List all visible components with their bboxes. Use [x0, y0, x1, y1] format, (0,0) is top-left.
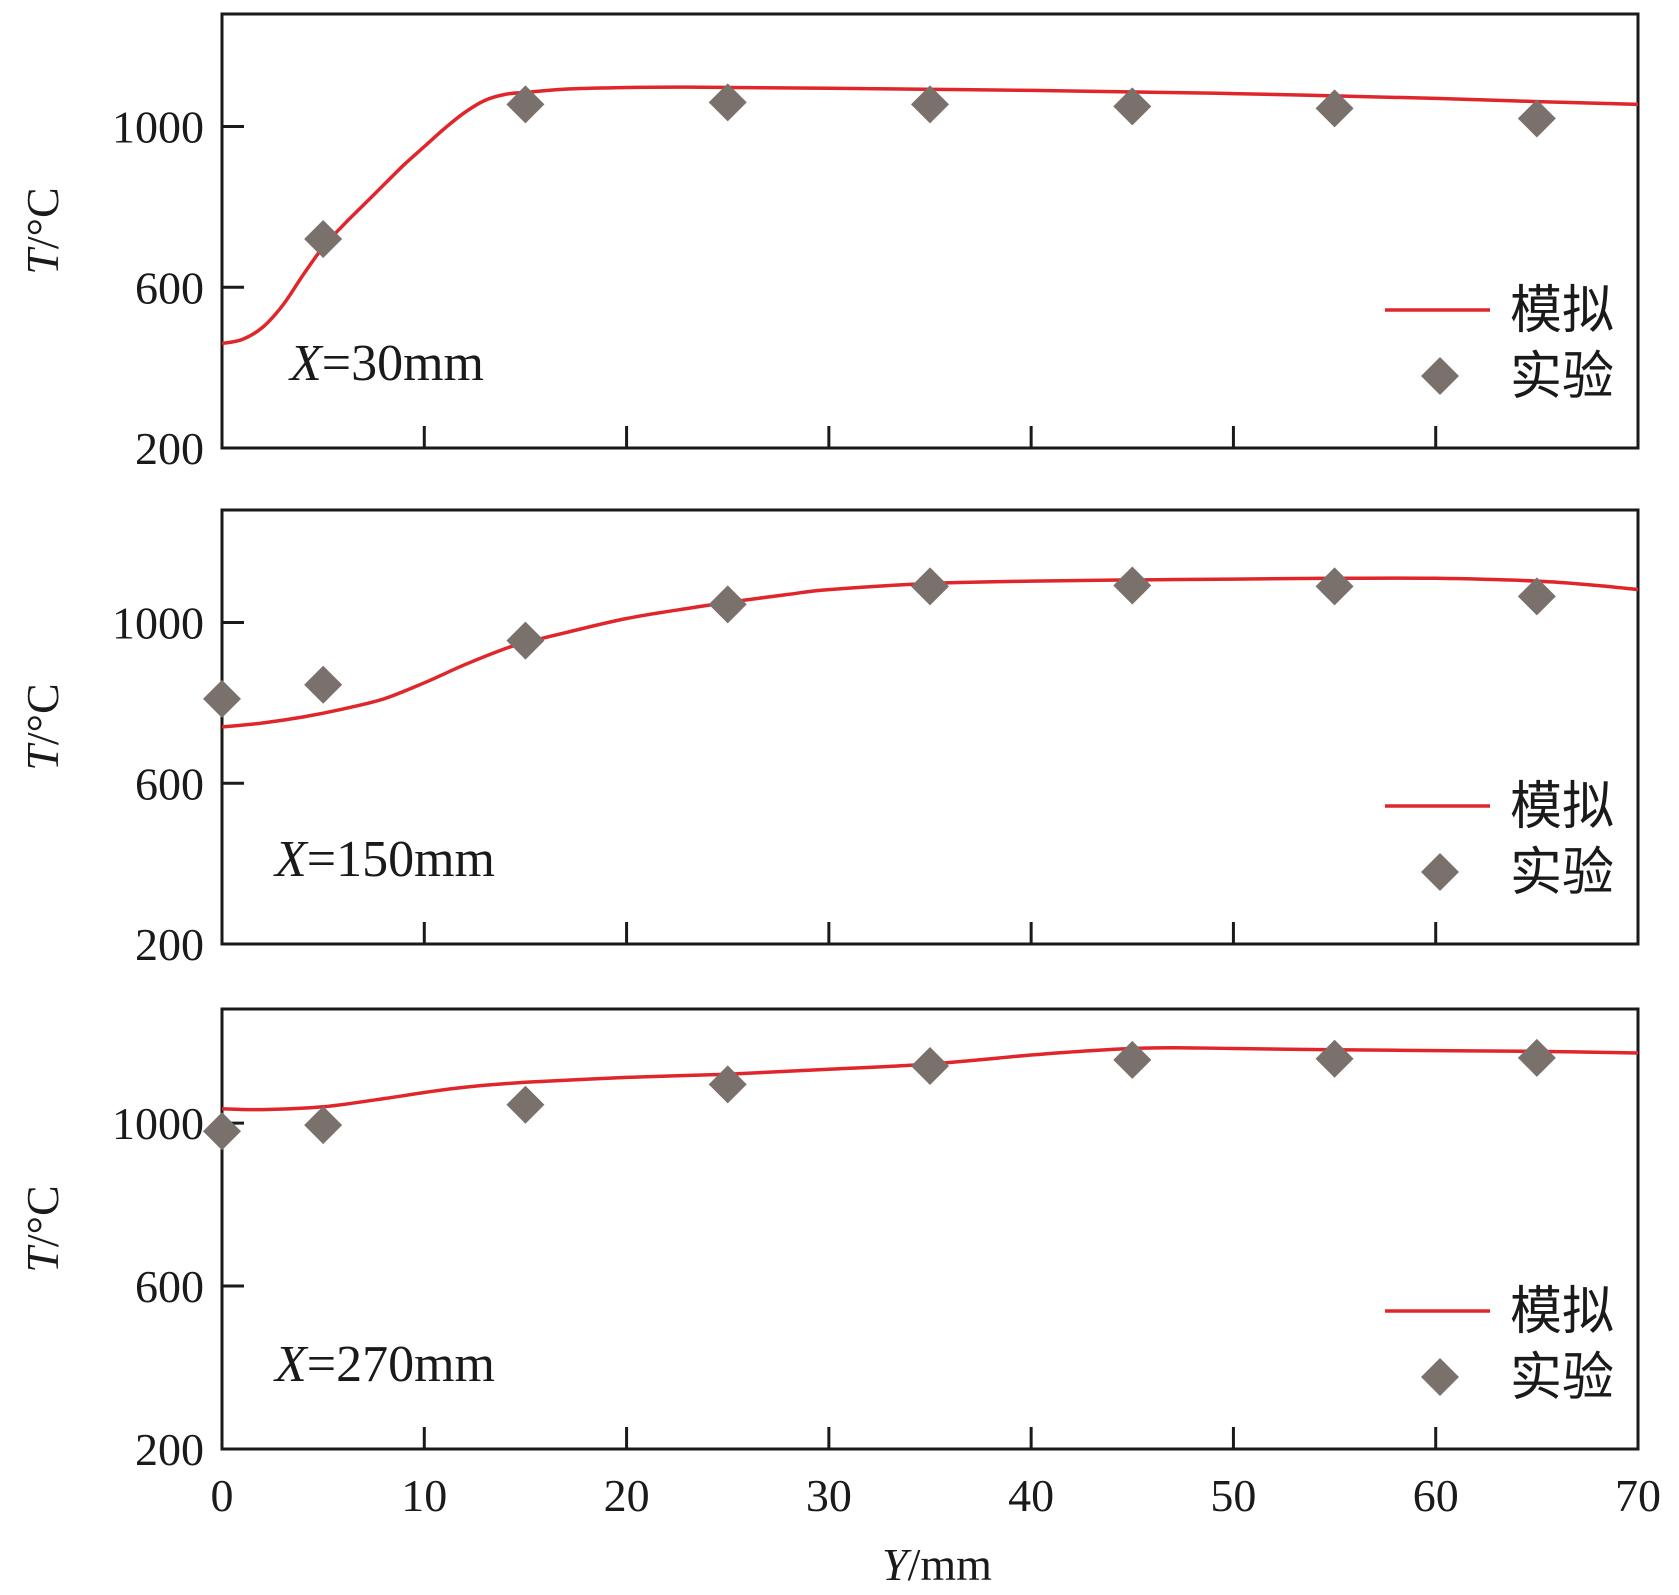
x-tick-label: 40 — [1008, 1470, 1054, 1521]
panel-label-var: X — [273, 831, 309, 888]
y-axis-title-unit: /°C — [17, 683, 68, 745]
y-tick-label: 200 — [135, 919, 204, 970]
experiment-data-point — [1517, 577, 1556, 616]
experiment-data-point — [506, 621, 545, 660]
y-tick-label: 600 — [135, 262, 204, 313]
experiment-data-point — [506, 1085, 545, 1124]
legend-marker-swatch — [1421, 357, 1459, 395]
panel-label: X=30mm — [288, 335, 484, 392]
experiment-data-point — [304, 665, 343, 704]
experiment-data-point — [1113, 566, 1152, 605]
experiment-data-point — [911, 567, 949, 606]
y-tick-label: 1000 — [112, 102, 204, 153]
y-axis-title: T/°C — [17, 1185, 68, 1272]
experiment-data-point — [1315, 1039, 1354, 1078]
y-tick-label: 200 — [135, 1424, 204, 1475]
y-axis-title-unit: /°C — [17, 187, 68, 249]
experiment-data-point — [1315, 89, 1354, 128]
panel-label: X=270mm — [273, 1336, 495, 1393]
x-tick-label: 50 — [1210, 1470, 1256, 1521]
x-axis-title-var: Y — [882, 1539, 912, 1590]
plot-frame — [220, 1007, 1640, 1451]
simulation-series-line — [222, 85, 1638, 346]
experiment-data-point — [304, 220, 343, 259]
x-axis-title-unit: /mm — [908, 1539, 993, 1590]
panels-layer: 2006001000T/°CX=30mm模拟实验2006001000T/°CX=… — [17, 12, 1640, 1475]
experiment-data-point — [506, 85, 545, 124]
y-tick-label: 1000 — [112, 598, 204, 649]
y-tick-label: 600 — [135, 758, 204, 809]
plot-frame — [220, 12, 1640, 450]
panel-label-value: =270mm — [307, 1336, 495, 1393]
x-tick-label: 70 — [1615, 1470, 1661, 1521]
experiment-data-point — [1517, 1038, 1556, 1077]
experiment-data-point — [708, 1065, 747, 1104]
panel-label-var: X — [273, 1336, 309, 1393]
x-tick-label: 30 — [806, 1470, 852, 1521]
legend-label-experiment: 实验 — [1510, 1350, 1614, 1407]
y-tick-label: 600 — [135, 1261, 204, 1312]
panel-label-value: =30mm — [322, 335, 484, 392]
legend-marker-swatch — [1421, 1358, 1459, 1396]
y-axis-title-unit: /°C — [17, 1185, 68, 1247]
legend-label-simulation: 模拟 — [1510, 283, 1614, 340]
y-axis-title: T/°C — [17, 187, 68, 274]
legend-label-experiment: 实验 — [1510, 349, 1614, 406]
experiment-data-point — [304, 1106, 343, 1145]
simulation-series-line — [222, 1045, 1638, 1112]
experiment-data-point — [1113, 87, 1152, 126]
y-axis-title-var: T — [17, 246, 68, 275]
x-tick-label: 60 — [1413, 1470, 1459, 1521]
y-axis-title-var: T — [17, 1244, 68, 1273]
panel-label-var: X — [288, 335, 324, 392]
y-tick-label: 200 — [135, 423, 204, 474]
x-axis-tick-labels: 0 10 20 30 40 50 60 70 — [211, 1470, 1662, 1521]
experiment-data-point — [708, 585, 747, 624]
x-tick-label: 0 — [211, 1470, 234, 1521]
panel-label: X=150mm — [273, 831, 495, 888]
y-axis-title-var: T — [17, 742, 68, 771]
experiment-data-point — [1517, 99, 1556, 138]
y-axis-title: T/°C — [17, 683, 68, 770]
experiment-data-point — [911, 1047, 949, 1086]
experiment-data-point — [1315, 567, 1354, 606]
experiment-data-point — [1113, 1040, 1152, 1079]
experiment-data-point — [203, 679, 241, 718]
legend-label-simulation: 模拟 — [1510, 779, 1614, 836]
legend-marker-swatch — [1421, 853, 1459, 891]
x-axis-title: Y/mm — [882, 1539, 992, 1590]
x-tick-label: 10 — [401, 1470, 447, 1521]
legend-label-simulation: 模拟 — [1510, 1284, 1614, 1341]
legend-label-experiment: 实验 — [1510, 845, 1614, 902]
panel-label-value: =150mm — [307, 831, 495, 888]
y-tick-label: 1000 — [112, 1098, 204, 1149]
x-tick-label: 20 — [604, 1470, 650, 1521]
experiment-data-point — [911, 85, 949, 124]
simulation-series-line — [222, 576, 1638, 729]
experiment-data-point — [203, 1112, 241, 1151]
experiment-data-point — [708, 83, 747, 122]
